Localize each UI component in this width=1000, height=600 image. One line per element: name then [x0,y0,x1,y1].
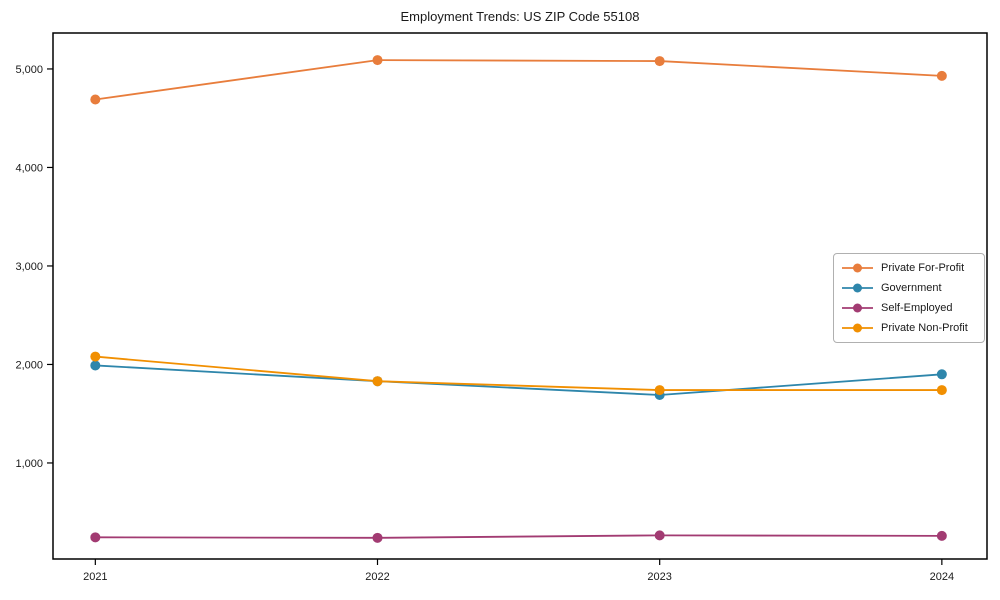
data-point-private-non-profit [936,385,947,396]
y-axis-tick-label: 1,000 [15,458,43,470]
data-point-private-for-profit [654,56,665,67]
legend-line-marker-icon [842,283,873,293]
series-line-self-employed [94,534,943,539]
data-point-self-employed [936,530,947,541]
legend-label: Private Non-Profit [881,322,968,334]
data-point-government [90,360,101,371]
legend-item-private-for-profit: Private For-Profit [841,258,978,278]
y-axis-tick-label: 5,000 [15,64,43,76]
legend-label: Self-Employed [881,302,953,314]
legend-item-self-employed: Self-Employed [841,298,978,318]
legend-marker [853,263,862,273]
legend-item-government: Government [841,278,978,298]
chart-title: Employment Trends: US ZIP Code 55108 [400,9,640,24]
legend-line-marker-icon [842,303,873,313]
legend: Private For-Profit Government Self-Employe… [833,253,985,343]
legend-line-marker-icon [842,263,873,273]
data-point-government [936,369,947,380]
y-axis-tick-label: 2,000 [15,359,43,371]
data-point-private-non-profit [372,376,383,387]
series-line-private-for-profit [94,59,943,101]
plot-border [52,32,988,560]
legend-marker [853,283,862,293]
x-axis-tick-label: 2024 [930,571,954,583]
legend-label: Private For-Profit [881,262,965,274]
series-line-government [94,364,943,396]
y-axis-tick-label: 4,000 [15,162,43,174]
legend-marker [853,303,862,313]
data-point-private-for-profit [90,94,101,105]
data-point-self-employed [372,532,383,543]
x-axis-tick-label: 2021 [83,571,107,583]
x-axis-tick-label: 2022 [365,571,389,583]
data-point-private-for-profit [936,70,947,81]
legend-label: Government [881,282,942,294]
data-point-self-employed [654,530,665,541]
legend-line-marker-icon [842,323,873,333]
legend-marker [853,323,862,333]
data-point-private-for-profit [372,55,383,66]
series-line-private-non-profit [94,355,943,391]
y-axis-tick-label: 3,000 [15,261,43,273]
data-point-private-non-profit [90,351,101,362]
data-point-self-employed [90,532,101,543]
x-axis-tick-label: 2023 [647,571,671,583]
data-point-private-non-profit [654,385,665,396]
legend-item-private-non-profit: Private Non-Profit [841,318,978,338]
